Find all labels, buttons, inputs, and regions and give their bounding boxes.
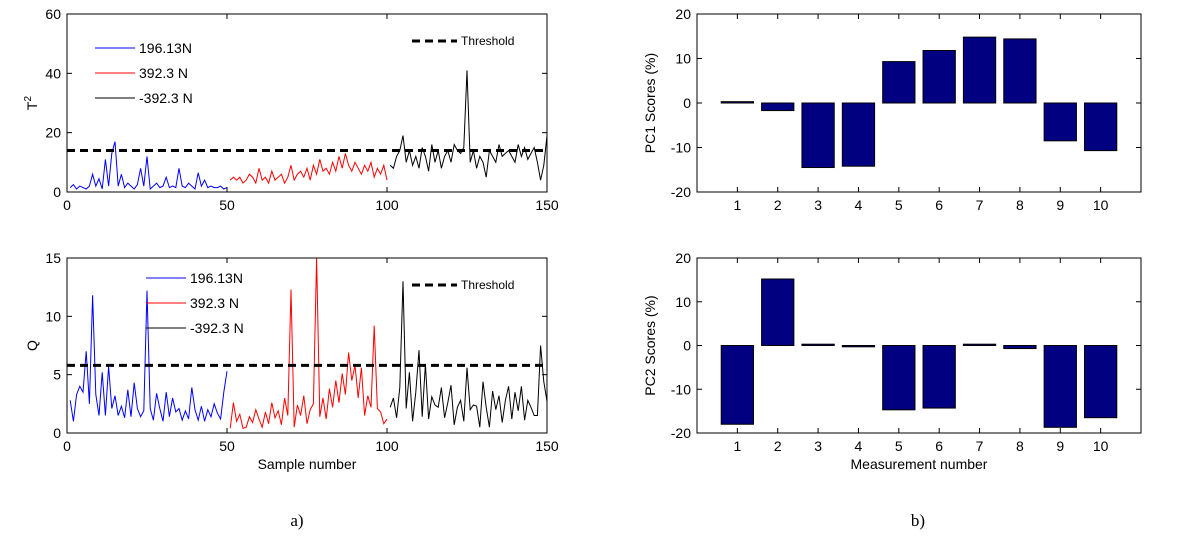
q-xtick-label: 100 (375, 438, 399, 454)
pc2-bar-2 (761, 278, 795, 346)
q-series-line-2 (389, 281, 548, 428)
q-series-line-1 (229, 257, 388, 429)
q-xtick-label: 50 (219, 438, 235, 454)
pc2-xtick-label: 9 (1056, 438, 1064, 454)
pc2-bar-5 (882, 345, 916, 411)
pc2-xtick-label: 10 (1093, 438, 1109, 454)
t2-series-line-1 (229, 153, 388, 185)
t2-ytick-label: 60 (45, 6, 61, 22)
pc2-xtick-label: 2 (774, 438, 782, 454)
pc1-bar-1 (720, 101, 755, 104)
pc1-ytick-label: 10 (675, 51, 691, 67)
pc2-xtick-label: 7 (976, 438, 984, 454)
q-ytick-label: 10 (45, 308, 61, 324)
pc1-xtick-label: 9 (1056, 197, 1064, 213)
q-chart: 0 50 100 150 0 5 10 15 Q Sample number 196.13N 392.… (24, 250, 559, 472)
pc1-bar-3 (801, 102, 835, 169)
pc2-ytick-label: -20 (671, 425, 691, 441)
pc2-bar-1 (720, 345, 755, 425)
q-xtick-label: 0 (63, 438, 71, 454)
t2-series-line-2 (389, 70, 548, 181)
q-series-line-0 (69, 290, 228, 423)
q-legend-label-1: 392.3 N (190, 295, 239, 311)
t2-xtick-label: 150 (535, 197, 559, 213)
pc1-bar-10 (1083, 102, 1118, 152)
t2-legend-label-0: 196.13N (139, 40, 192, 56)
pc2-bar-3 (801, 343, 835, 346)
t2-legend-label-2: -392.3 N (139, 90, 193, 106)
pc2-ylabel: PC2 Scores (%) (642, 295, 658, 395)
pc2-ytick-label: 0 (683, 338, 691, 354)
t2-ytick-label: 40 (45, 65, 61, 81)
t2-xtick-label: 100 (375, 197, 399, 213)
pc2-xtick-label: 8 (1016, 438, 1024, 454)
t2-axes-box (66, 13, 548, 193)
pc1-xtick-label: 5 (895, 197, 903, 213)
pc2-bar-8 (1003, 345, 1037, 350)
q-xtick-label: 150 (535, 438, 559, 454)
pc1-bar-5 (882, 61, 916, 104)
pc2-ytick-label: 20 (675, 250, 691, 266)
pc1-xtick-label: 8 (1016, 197, 1024, 213)
q-xlabel: Sample number (258, 456, 357, 472)
pc2-chart: 1 2 3 4 5 6 7 8 9 10 -20 -10 0 10 20 PC2 Scores (%) Meas… (642, 250, 1142, 472)
pc2-ytick-label: -10 (671, 381, 691, 397)
pc2-xtick-label: 6 (935, 438, 943, 454)
t2-series-line-0 (69, 141, 228, 191)
t2-ylabel: T2 (23, 96, 40, 111)
q-legend-threshold-label: Threshold (461, 278, 514, 292)
caption-a: a) (290, 511, 303, 530)
pc2-ytick-label: 10 (675, 294, 691, 310)
t2-xtick-label: 50 (219, 197, 235, 213)
pc2-bar-9 (1043, 345, 1077, 428)
pc2-xtick-label: 1 (733, 438, 741, 454)
q-ytick-label: 5 (53, 367, 61, 383)
t2-xtick-label: 0 (63, 197, 71, 213)
pc2-bar-7 (962, 343, 997, 346)
q-axes-box (66, 257, 548, 434)
q-legend-label-2: -392.3 N (190, 320, 244, 336)
q-ylabel: Q (24, 340, 40, 351)
pc1-xtick-label: 6 (935, 197, 943, 213)
pc2-bar-6 (922, 345, 956, 409)
pc1-xtick-label: 1 (733, 197, 741, 213)
pc1-bar-6 (922, 49, 956, 104)
t2-legend-threshold-label: Threshold (461, 34, 514, 48)
pc2-bar-4 (841, 345, 876, 348)
t2-chart: 0 50 100 150 0 20 40 60 T2 196.13N 392.3 N -392.3 N… (23, 6, 559, 213)
q-legend-label-0: 196.13N (190, 270, 243, 286)
pc1-xtick-label: 10 (1093, 197, 1109, 213)
pc1-bar-8 (1003, 38, 1037, 104)
caption-b: b) (911, 511, 925, 530)
pc2-xlabel: Measurement number (851, 456, 988, 472)
q-ytick-label: 0 (53, 425, 61, 441)
pc1-ylabel: PC1 Scores (%) (642, 53, 658, 153)
pc1-bar-9 (1043, 102, 1077, 142)
pc1-xtick-label: 3 (814, 197, 822, 213)
pc1-ytick-label: 0 (683, 95, 691, 111)
pc1-xtick-label: 4 (855, 197, 863, 213)
t2-legend-label-1: 392.3 N (139, 65, 188, 81)
pc1-xtick-label: 2 (774, 197, 782, 213)
t2-ytick-label: 0 (53, 184, 61, 200)
pc1-chart: 1 2 3 4 5 6 7 8 9 10 -20 -10 0 10 20 PC1 Scores (%) (642, 6, 1142, 213)
pc2-xtick-label: 5 (895, 438, 903, 454)
pc2-xtick-label: 3 (814, 438, 822, 454)
pc1-bar-2 (761, 102, 795, 112)
pc1-ytick-label: -20 (671, 184, 691, 200)
pc2-bar-10 (1083, 345, 1118, 419)
pc1-bar-7 (962, 36, 997, 104)
pc1-xtick-label: 7 (976, 197, 984, 213)
t2-ytick-label: 20 (45, 125, 61, 141)
pc1-ytick-label: 20 (675, 6, 691, 22)
pc1-ytick-label: -10 (671, 140, 691, 156)
pc2-xtick-label: 4 (855, 438, 863, 454)
pc1-bar-4 (841, 102, 876, 167)
q-ytick-label: 15 (45, 250, 61, 266)
